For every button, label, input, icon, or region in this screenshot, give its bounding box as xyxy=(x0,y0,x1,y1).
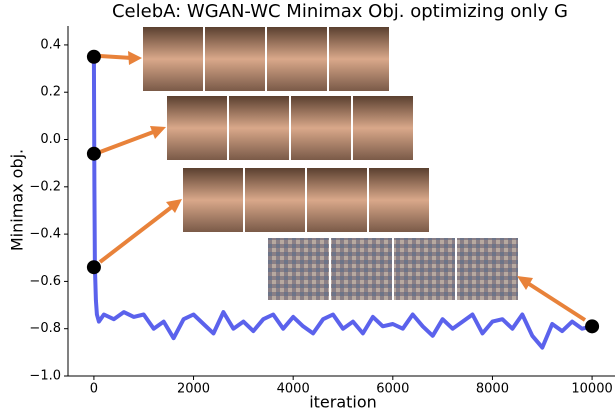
chart-title: CelebA: WGAN-WC Minimax Obj. optimizing … xyxy=(112,1,568,22)
face-image xyxy=(307,168,367,232)
face-image xyxy=(205,27,265,91)
image-rows xyxy=(143,27,518,300)
face-image xyxy=(167,96,227,160)
noise-image xyxy=(268,238,329,300)
marker xyxy=(585,319,600,334)
arrow xyxy=(99,54,133,60)
arrow xyxy=(99,129,157,154)
face-image xyxy=(229,96,289,160)
x-tick-label: 10000 xyxy=(571,382,612,397)
y-tick-label: 0.4 xyxy=(40,37,61,52)
y-tick-label: −0.6 xyxy=(29,274,61,289)
markers xyxy=(86,49,600,334)
y-tick-label: 0.0 xyxy=(40,132,61,147)
x-tick-label: 2000 xyxy=(177,382,210,397)
noise-row xyxy=(268,238,518,300)
noise-image xyxy=(457,238,518,300)
y-tick-label: −1.0 xyxy=(29,369,61,384)
face-image xyxy=(353,96,413,160)
y-tick-label: −0.4 xyxy=(29,227,61,242)
arrow-head xyxy=(166,199,182,213)
noise-image xyxy=(331,238,392,300)
y-tick-label: 0.2 xyxy=(40,85,61,100)
y-tick-label: −0.8 xyxy=(29,321,61,336)
x-tick-label: 6000 xyxy=(376,382,409,397)
x-tick-label: 4000 xyxy=(277,382,310,397)
arrow-head xyxy=(128,51,142,65)
face-row xyxy=(167,96,413,160)
x-tick-label: 0 xyxy=(90,382,98,397)
marker xyxy=(86,260,101,275)
face-image xyxy=(291,96,351,160)
face-row xyxy=(183,168,429,232)
arrow xyxy=(524,280,587,322)
plot-area: −1.0 −0.8 −0.6 −0.4 −0.2 0.0 0.2 0.4 0 2000 4000 60… xyxy=(29,26,615,397)
face-row xyxy=(143,27,389,91)
arrow-head xyxy=(150,126,166,139)
y-axis-label: Minimax obj. xyxy=(8,149,27,251)
face-image xyxy=(143,27,203,91)
y-tick-label: −0.2 xyxy=(29,179,61,194)
marker xyxy=(86,49,101,64)
face-image xyxy=(267,27,327,91)
face-image xyxy=(183,168,243,232)
marker xyxy=(86,146,101,161)
noise-image xyxy=(394,238,455,300)
arrows xyxy=(98,51,587,322)
face-image xyxy=(369,168,429,232)
x-axis-label: iteration xyxy=(309,393,377,412)
face-image xyxy=(329,27,389,91)
arrow-head xyxy=(517,276,533,290)
face-image xyxy=(245,168,305,232)
data-line xyxy=(91,56,593,350)
arrow xyxy=(98,204,175,264)
x-tick-label: 8000 xyxy=(476,382,509,397)
